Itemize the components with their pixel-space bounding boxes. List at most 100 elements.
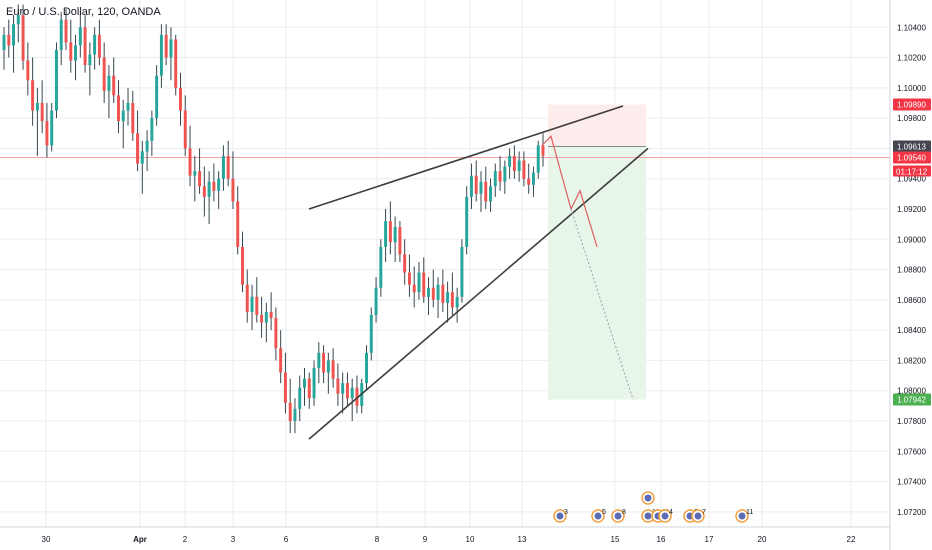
candle-body (436, 284, 440, 300)
flag-icon-inner (694, 512, 702, 520)
candle-body (255, 296, 259, 315)
candle-body (455, 296, 459, 308)
candle-body (274, 318, 278, 349)
candle-body (374, 287, 378, 315)
price-tick-label: 1.08200 (897, 356, 926, 365)
event-count: 8 (622, 509, 626, 516)
candle-body (393, 227, 397, 243)
price-tick-label: 1.07800 (897, 417, 926, 426)
candle-body (307, 378, 311, 399)
candle-body (45, 121, 49, 146)
flag-icon-inner (644, 494, 652, 502)
candle-body (412, 284, 416, 293)
countdown-badge: 01:17:12 (896, 167, 928, 176)
flag-icon-inner (556, 512, 564, 520)
last-price-badge: 1.09613 (897, 142, 926, 151)
price-tick-label: 1.10000 (897, 84, 926, 93)
candle-body (322, 352, 326, 373)
projection-dotted-line (570, 208, 634, 400)
event-count: 7 (702, 509, 706, 516)
candle-body (97, 34, 101, 58)
price-tick-label: 1.09000 (897, 235, 926, 244)
time-axis-label: 2 (183, 535, 188, 544)
candle-body (54, 49, 58, 111)
candle-body (245, 284, 249, 312)
event-count: 11 (746, 509, 753, 516)
candle-body (140, 151, 144, 164)
price-tick-label: 1.07600 (897, 447, 926, 456)
candle-body (331, 360, 335, 379)
candle-body (150, 118, 154, 141)
candle-body (427, 287, 431, 297)
candle-body (198, 171, 202, 187)
time-axis-label: 10 (466, 535, 475, 544)
candle-body (164, 34, 168, 58)
candle-body (465, 196, 469, 247)
candle-body (522, 160, 526, 179)
candle-body (536, 145, 540, 173)
candle-body (250, 296, 254, 312)
candle-body (336, 378, 340, 394)
candle-body (131, 102, 135, 134)
candle-body (241, 246, 244, 285)
candle-body (417, 272, 421, 293)
candle-body (379, 246, 383, 288)
candle-body (21, 15, 25, 61)
candle-body (59, 19, 63, 50)
time-axis-label: 13 (518, 535, 527, 544)
stop-price-badge-bg (893, 98, 931, 111)
candle-body (355, 387, 359, 406)
candle-body (384, 221, 388, 247)
candle-body (221, 155, 225, 179)
candle-body (403, 254, 407, 273)
candle-body (31, 80, 35, 111)
candle-body (169, 39, 173, 58)
candle-body (498, 171, 502, 182)
candle-body (264, 311, 268, 323)
candle-body (260, 314, 264, 323)
time-axis-label: 30 (42, 535, 51, 544)
current-price-badge: 1.09540 (897, 153, 926, 162)
time-axis-label: 3 (231, 535, 236, 544)
candle-body (145, 140, 149, 152)
candle-body (88, 54, 92, 66)
candle-body (388, 221, 392, 243)
price-tick-label: 1.08000 (897, 387, 926, 396)
candle-body (341, 383, 345, 394)
time-axis-label: 20 (758, 535, 767, 544)
candle-body (188, 148, 192, 176)
candle-body (207, 181, 211, 197)
candle-body (303, 378, 306, 388)
time-axis-label: 9 (423, 535, 428, 544)
candle-body (450, 292, 454, 308)
candle-body (446, 292, 450, 303)
candle-body (231, 178, 235, 202)
candle-body (78, 27, 82, 46)
candle-body (102, 57, 106, 91)
time-axis-label: 8 (375, 535, 380, 544)
price-tick-label: 1.08600 (897, 296, 926, 305)
wedge-upper-trendline (308, 105, 624, 210)
time-axis-label: 17 (705, 535, 714, 544)
candle-body (474, 175, 478, 194)
candle-body (136, 133, 140, 164)
candle-body (345, 383, 349, 399)
target-price-badge: 1.07942 (897, 395, 926, 404)
candle-body (74, 45, 78, 61)
chart-title: Euro / U.S. Dollar, 120, OANDA (6, 6, 161, 18)
price-tick-label: 1.10400 (897, 23, 926, 32)
candle-body (541, 145, 545, 156)
candle-body (155, 75, 159, 119)
time-axis-label: 15 (611, 535, 620, 544)
candle-body (107, 75, 111, 91)
candle-body (202, 186, 206, 197)
candle-body (441, 284, 445, 303)
event-count: 5 (602, 509, 606, 516)
price-tick-label: 1.07200 (897, 508, 926, 517)
flag-icon-inner (594, 512, 602, 520)
candle-body (2, 34, 6, 50)
candle-body (484, 181, 488, 202)
candle-body (298, 387, 302, 409)
